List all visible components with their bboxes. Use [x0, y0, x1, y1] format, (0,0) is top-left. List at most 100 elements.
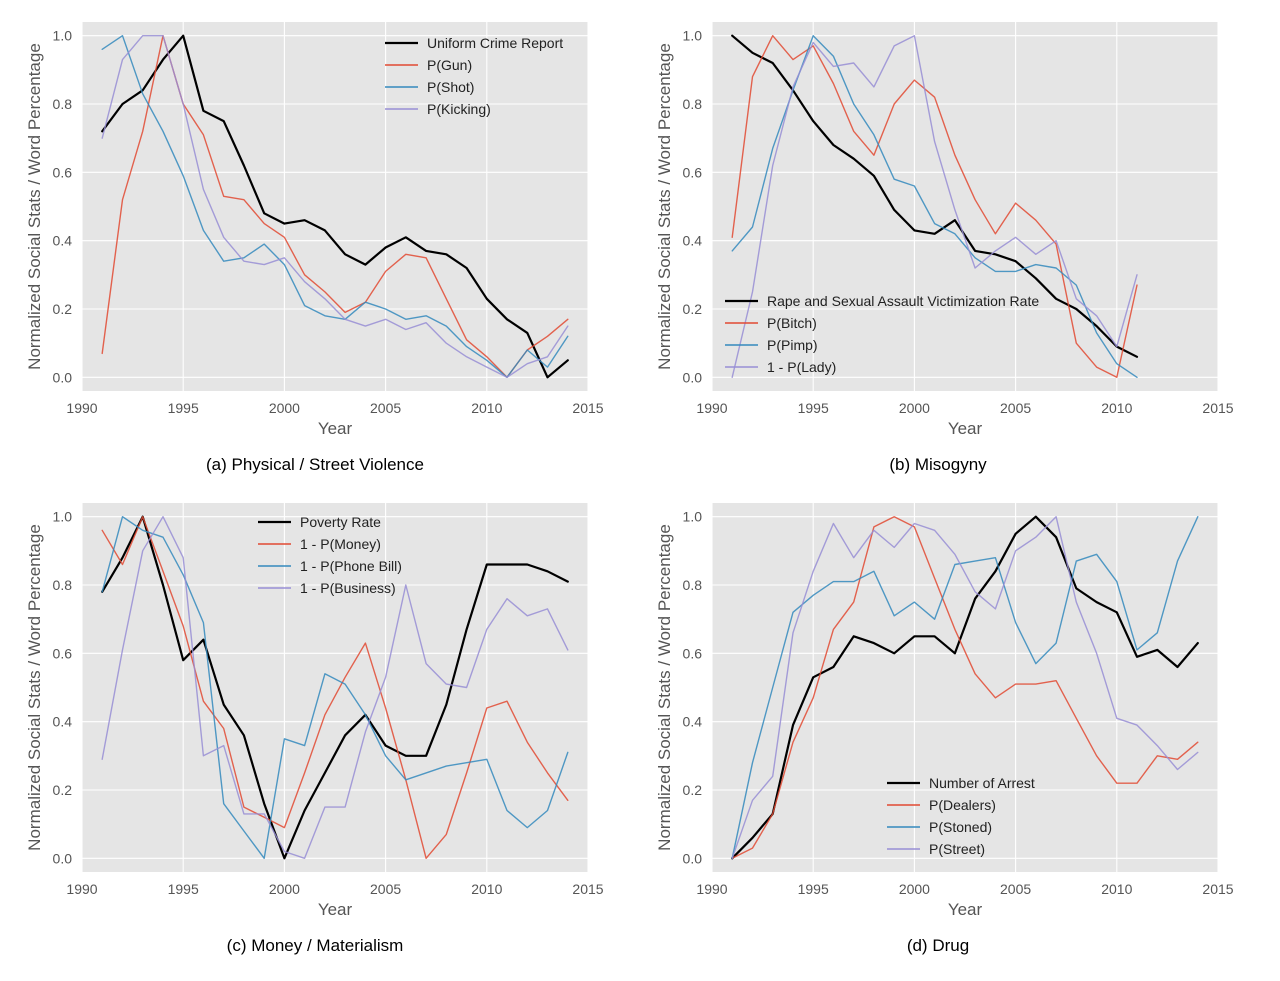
series-line: [101, 516, 569, 859]
legend-label: 1 - P(Phone Bill): [300, 558, 402, 574]
y-tick-label: 1.0: [683, 28, 703, 44]
y-tick-label: 0.0: [53, 369, 73, 385]
series-line: [101, 515, 569, 860]
y-tick-label: 0.2: [683, 782, 703, 798]
panel-caption: (a) Physical / Street Violence: [206, 455, 424, 474]
x-tick-label: 2005: [1000, 881, 1031, 897]
plot-background: [712, 22, 1218, 391]
y-tick-label: 0.6: [683, 164, 703, 180]
y-tick-label: 0.0: [683, 850, 703, 866]
x-tick-label: 1990: [66, 400, 97, 416]
x-tick-label: 2015: [572, 881, 603, 897]
y-tick-label: 0.4: [53, 233, 73, 249]
x-axis-label: Year: [318, 419, 353, 438]
legend-label: P(Shot): [427, 79, 474, 95]
y-tick-label: 0.4: [683, 233, 703, 249]
x-tick-label: 2010: [1101, 400, 1132, 416]
legend-label: P(Dealers): [929, 797, 996, 813]
x-tick-label: 2015: [1202, 400, 1233, 416]
chart-panel-2: 1990 1995 2000 2005 2010 2015 0.0 0.2 0.4 0.6 0.8 1…: [25, 503, 604, 955]
legend: Number of Arrest P(Dealers) P(Stoned) P(Str…: [887, 775, 1035, 857]
legend-label: P(Stoned): [929, 819, 992, 835]
x-tick-label: 1995: [168, 881, 199, 897]
chart-panel-3: 1990 1995 2000 2005 2010 2015 0.0 0.2 0.4 0.6 0.8 1…: [655, 503, 1234, 955]
chart-panel-1: 1990 1995 2000 2005 2010 2015 0.0 0.2 0.4 0.6 0.8 1…: [655, 22, 1234, 474]
y-tick-label: 0.2: [683, 301, 703, 317]
panel-caption: (b) Misogyny: [889, 455, 987, 474]
x-tick-label: 1990: [66, 881, 97, 897]
legend-label: P(Gun): [427, 57, 472, 73]
legend: Poverty Rate 1 - P(Money) 1 - P(Phone Bill…: [258, 514, 402, 596]
series-line: [101, 516, 569, 859]
y-tick-label: 0.6: [53, 164, 73, 180]
series-line: [101, 516, 569, 859]
y-axis-label: Normalized Social Stats / Word Percentag…: [25, 524, 44, 851]
x-tick-label: 2010: [1101, 881, 1132, 897]
y-axis-label: Normalized Social Stats / Word Percentag…: [655, 43, 674, 370]
y-tick-label: 1.0: [53, 28, 73, 44]
y-tick-label: 0.6: [683, 645, 703, 661]
x-tick-label: 2005: [1000, 400, 1031, 416]
series-line: [731, 35, 1138, 378]
legend-label: 1 - P(Money): [300, 536, 381, 552]
legend-label: 1 - P(Business): [300, 580, 396, 596]
panel-caption: (c) Money / Materialism: [227, 936, 404, 955]
legend-label: P(Bitch): [767, 315, 817, 331]
y-axis-label: Normalized Social Stats / Word Percentag…: [25, 43, 44, 370]
legend-label: P(Pimp): [767, 337, 818, 353]
y-tick-label: 0.8: [53, 96, 73, 112]
panel-caption: (d) Drug: [907, 936, 969, 955]
x-tick-label: 1995: [798, 400, 829, 416]
x-tick-label: 1995: [798, 881, 829, 897]
y-tick-label: 0.4: [683, 714, 703, 730]
series-line: [731, 515, 1199, 860]
y-tick-label: 1.0: [683, 509, 703, 525]
y-tick-label: 0.0: [683, 369, 703, 385]
y-tick-label: 0.2: [53, 782, 73, 798]
series-line: [101, 35, 569, 378]
x-tick-label: 2010: [471, 400, 502, 416]
legend-label: P(Kicking): [427, 101, 491, 117]
y-tick-label: 0.8: [683, 577, 703, 593]
legend-label: Number of Arrest: [929, 775, 1035, 791]
series-line: [731, 34, 1139, 358]
x-axis-label: Year: [948, 419, 983, 438]
x-tick-label: 2015: [1202, 881, 1233, 897]
y-tick-label: 1.0: [53, 509, 73, 525]
legend-label: P(Street): [929, 841, 985, 857]
legend: Rape and Sexual Assault Victimization Ra…: [725, 293, 1039, 375]
series-line: [101, 34, 569, 379]
x-tick-label: 2015: [572, 400, 603, 416]
legend-label: Rape and Sexual Assault Victimization Ra…: [767, 293, 1039, 309]
x-tick-label: 1990: [696, 881, 727, 897]
series-line: [731, 516, 1199, 859]
x-tick-label: 2005: [370, 400, 401, 416]
y-tick-label: 0.6: [53, 645, 73, 661]
series-line: [731, 35, 1138, 378]
legend-label: Uniform Crime Report: [427, 35, 563, 51]
series-line: [731, 516, 1199, 859]
y-tick-label: 0.8: [683, 96, 703, 112]
x-axis-label: Year: [318, 900, 353, 919]
series-line: [731, 516, 1199, 859]
x-tick-label: 2005: [370, 881, 401, 897]
plot-background: [82, 22, 588, 391]
legend-label: Poverty Rate: [300, 514, 381, 530]
x-tick-label: 2000: [899, 400, 930, 416]
series-line: [101, 35, 569, 378]
x-tick-label: 2010: [471, 881, 502, 897]
x-tick-label: 2000: [899, 881, 930, 897]
y-tick-label: 0.2: [53, 301, 73, 317]
x-tick-label: 2000: [269, 400, 300, 416]
chart-panel-0: 1990 1995 2000 2005 2010 2015 0.0 0.2 0.4 0.6 0.8 1…: [25, 22, 604, 474]
legend: Uniform Crime Report P(Gun) P(Shot) P(Kicki…: [385, 35, 563, 117]
y-tick-label: 0.8: [53, 577, 73, 593]
x-tick-label: 1995: [168, 400, 199, 416]
x-tick-label: 1990: [696, 400, 727, 416]
x-tick-label: 2000: [269, 881, 300, 897]
x-axis-label: Year: [948, 900, 983, 919]
y-tick-label: 0.0: [53, 850, 73, 866]
y-axis-label: Normalized Social Stats / Word Percentag…: [655, 524, 674, 851]
legend-label: 1 - P(Lady): [767, 359, 836, 375]
